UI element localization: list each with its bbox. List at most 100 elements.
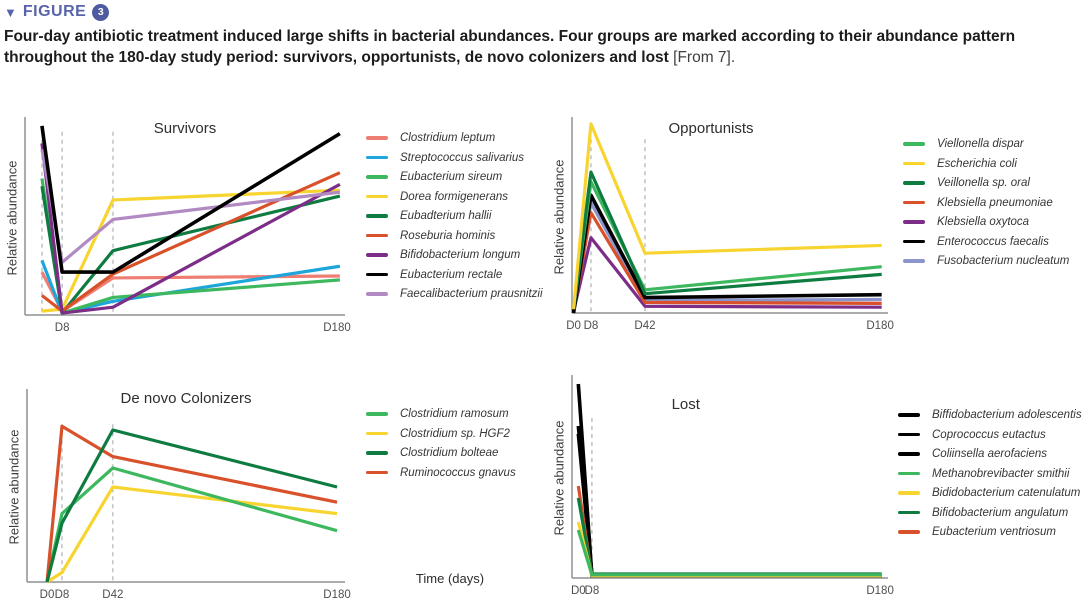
legend-label: Eubadterium hallii: [400, 210, 492, 222]
legend-label: Clostridium ramosum: [400, 408, 509, 420]
series-line-survivors-5: [40, 171, 341, 313]
legend-label: Escherichia coli: [937, 157, 1017, 170]
legend-swatch-icon: [366, 451, 388, 455]
legend-item-opportunists-6: Fusobacterium nucleatum: [903, 254, 1085, 268]
legend-item-denovo-0: Clostridium ramosum: [366, 407, 546, 421]
legend-swatch-icon: [903, 239, 925, 244]
x-tick-denovo-D180: D180: [323, 589, 351, 601]
legend-item-survivors-3: Dorea formigenerans: [366, 190, 546, 204]
legend-item-denovo-1: Clostridium sp. HGF2: [366, 427, 546, 441]
legend-swatch-icon: [903, 161, 925, 166]
figure-caption: Four-day antibiotic treatment induced la…: [4, 26, 1052, 69]
legend-swatch-icon: [366, 272, 388, 277]
legend-item-lost-5: Bifidobacterium angulatum: [898, 506, 1088, 520]
series-line-lost-5: [576, 497, 882, 576]
legend-label: Faecalibacterium prausnitzii: [400, 288, 543, 300]
y-axis-label-denovo: Relative abundance: [6, 429, 22, 545]
series-line-survivors-7: [40, 125, 341, 274]
legend-item-lost-4: Bididobacterium catenulatum: [898, 486, 1088, 500]
legend-label: Eubacterium sireum: [400, 171, 503, 183]
legend-item-denovo-2: Clostridium bolteae: [366, 446, 546, 460]
legend-label: Methanobrevibacter smithii: [932, 467, 1070, 480]
figure-number-badge: 3: [92, 3, 110, 21]
series-line-denovo-2: [45, 428, 338, 583]
series-line-denovo-1: [46, 485, 338, 584]
legend-swatch-icon: [366, 233, 388, 238]
legend-item-opportunists-0: Viellonella dispar: [903, 137, 1085, 151]
legend-swatch-icon: [903, 181, 925, 185]
x-tick-denovo-D0: D0: [39, 589, 55, 601]
legend-label: Biffidobacterium adolescentis: [932, 409, 1082, 421]
legend-swatch-icon: [366, 431, 388, 436]
legend-item-survivors-5: Roseburia hominis: [366, 229, 546, 243]
series-line-opportunists-2: [571, 170, 882, 310]
y-axis-label-lost: Relative abundance: [551, 420, 567, 536]
legend-label: Klebsiella oxytoca: [937, 216, 1030, 228]
x-tick-lost-D180: D180: [866, 585, 894, 597]
panel-opportunists: Opportunists Relative abundance D0 D8 D42 D18…: [540, 110, 900, 350]
legend-swatch-icon: [366, 194, 388, 199]
legend-label: Veillonella sp. oral: [937, 177, 1030, 189]
x-tick-denovo-D42: D42: [102, 589, 124, 601]
legend-label: Dorea formigenerans: [400, 190, 509, 203]
x-tick-denovo-D8: D8: [54, 589, 70, 601]
series-line-denovo-3: [45, 424, 338, 583]
legend-label: Ruminococcus gnavus: [400, 466, 516, 479]
legend-item-lost-3: Methanobrevibacter smithii: [898, 467, 1088, 481]
legend-item-survivors-4: Eubadterium hallii: [366, 209, 546, 223]
series-line-opportunists-1: [571, 122, 882, 310]
legend-item-lost-6: Eubacterium ventriosum: [898, 525, 1088, 539]
panel-lost: Lost Relative abundance D0 D8 D180: [540, 372, 900, 601]
chart-canvas-opportunists: [571, 117, 888, 314]
legend-swatch-icon: [366, 155, 388, 160]
x-tick-lost-D0: D0: [570, 585, 586, 597]
panel-title-denovo: De novo Colonizers: [120, 390, 252, 407]
legend-swatch-icon: [898, 452, 920, 456]
x-tick-opportunists-D8: D8: [583, 320, 599, 332]
legend-label: Enterococcus faecalis: [937, 235, 1049, 248]
time-axis-label: Time (days): [415, 571, 485, 586]
caption-text: Four-day antibiotic treatment induced la…: [4, 28, 1016, 67]
chart-canvas-denovo: [26, 389, 345, 584]
x-tick-opportunists-D42: D42: [634, 320, 656, 332]
legend-label: Roseburia hominis: [400, 229, 496, 242]
legend-item-survivors-6: Bifidobacterium longum: [366, 248, 546, 262]
legend-label: Clostridium leptum: [400, 132, 496, 144]
legend-label: Bididobacterium catenulatum: [932, 487, 1081, 499]
panel-title-opportunists: Opportunists: [668, 120, 754, 137]
legend-lost: Biffidobacterium adolescentis Coprococcus…: [898, 408, 1088, 545]
series-line-lost-4: [576, 521, 882, 578]
legend-item-opportunists-4: Klebsiella oxytoca: [903, 215, 1085, 229]
panel-title-survivors: Survivors: [153, 120, 217, 137]
y-axis-label-opportunists: Relative abundance: [551, 159, 567, 274]
legend-swatch-icon: [366, 253, 388, 257]
legend-item-survivors-7: Eubacterium rectale: [366, 268, 546, 282]
legend-swatch-icon: [903, 259, 925, 263]
chart-canvas-lost: [571, 375, 888, 579]
legend-item-lost-0: Biffidobacterium adolescentis: [898, 408, 1088, 422]
x-tick-survivors-D180: D180: [323, 322, 351, 334]
legend-item-lost-1: Coprococcus eutactus: [898, 428, 1088, 442]
legend-swatch-icon: [366, 136, 388, 140]
legend-survivors: Clostridium leptum Streptococcus salivari…: [366, 131, 546, 307]
legend-swatch-icon: [366, 214, 388, 218]
legend-label: Clostridium sp. HGF2: [400, 427, 510, 440]
series-line-survivors-1: [40, 259, 341, 315]
chart-canvas-survivors: [24, 117, 345, 316]
series-line-opportunists-4: [572, 236, 882, 312]
legend-swatch-icon: [898, 491, 920, 495]
legend-swatch-icon: [903, 200, 925, 205]
legend-swatch-icon: [898, 432, 920, 437]
legend-label: Coprococcus eutactus: [932, 428, 1046, 441]
panel-survivors: Survivors Relative abundance D8 D180: [0, 110, 360, 350]
legend-label: Klebsiella pneumoniae: [937, 196, 1053, 209]
figure-label: FIGURE: [22, 3, 87, 20]
figure-header: ▼ FIGURE 3: [4, 3, 110, 21]
collapse-triangle-icon[interactable]: ▼: [4, 4, 17, 20]
legend-label: Eubacterium ventriosum: [932, 526, 1056, 538]
legend-swatch-icon: [898, 530, 920, 534]
series-line-survivors-6: [40, 143, 341, 315]
legend-item-denovo-3: Ruminococcus gnavus: [366, 466, 546, 480]
legend-swatch-icon: [903, 142, 925, 146]
